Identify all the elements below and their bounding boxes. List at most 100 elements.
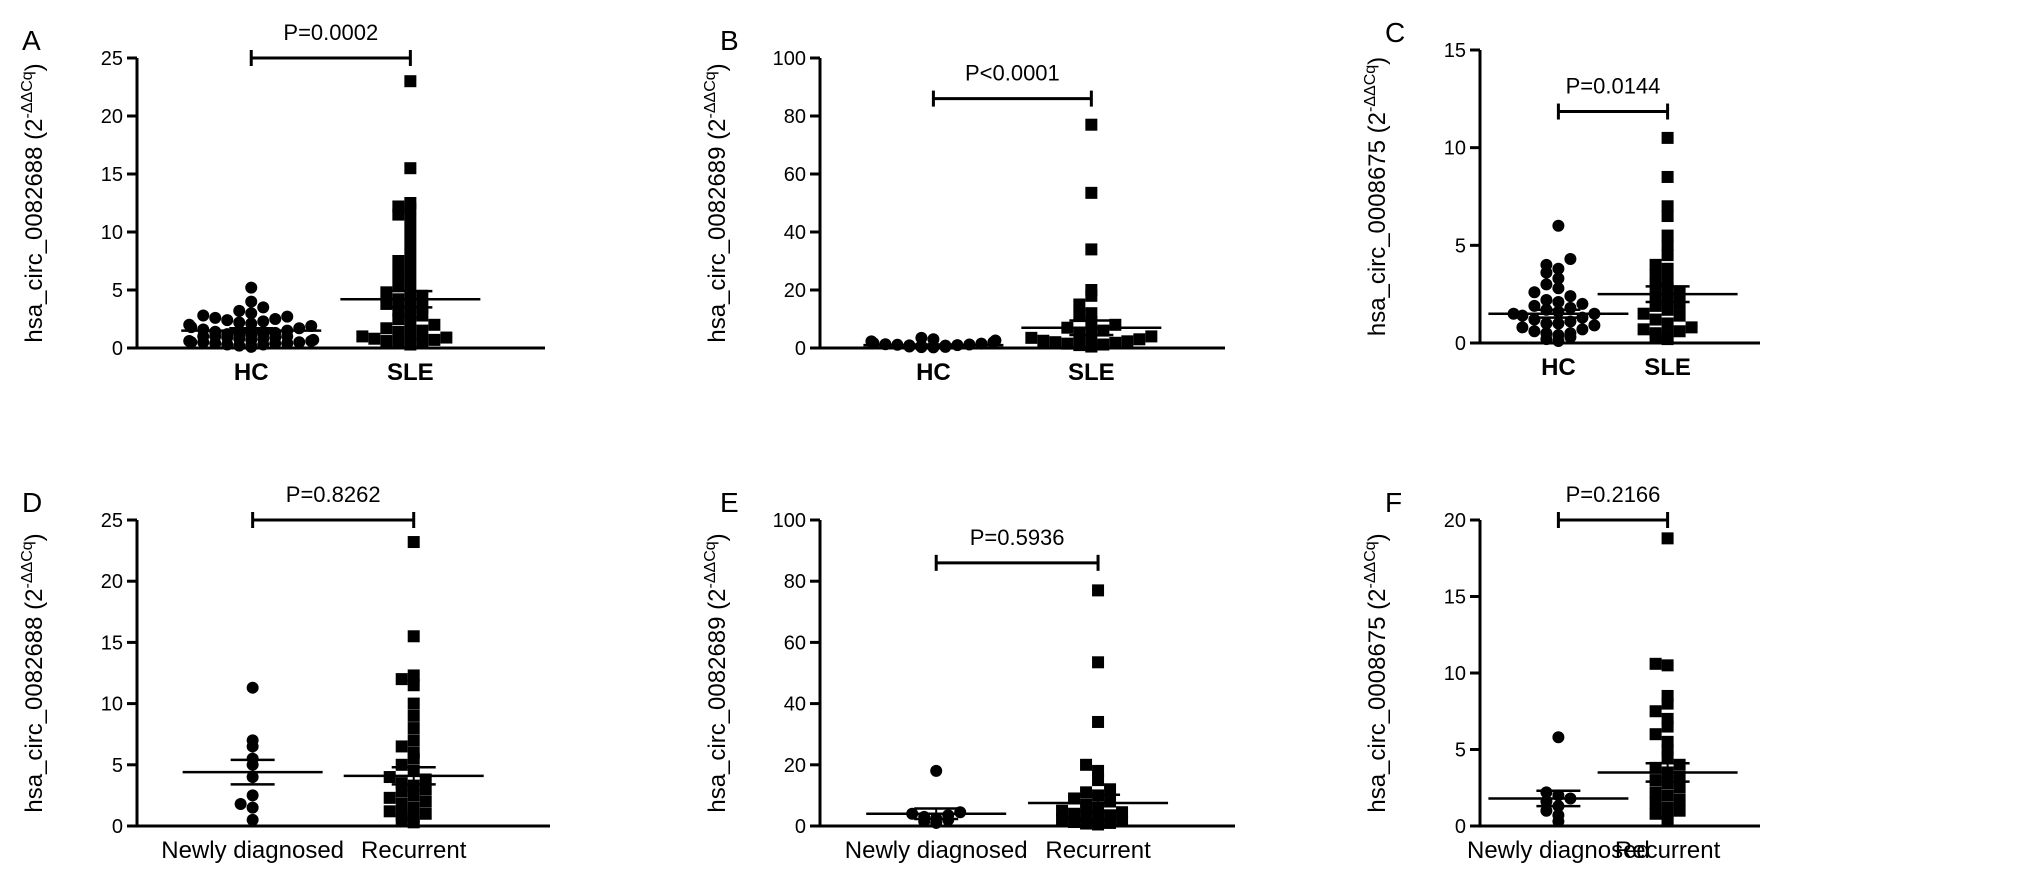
- data-point-circle: [197, 309, 210, 322]
- data-point-square: [1104, 783, 1117, 796]
- data-point-circle: [233, 304, 246, 317]
- data-point-square: [428, 333, 441, 346]
- y-tick-label: 20: [784, 755, 806, 777]
- data-point-circle: [269, 313, 282, 325]
- data-point-square: [440, 331, 453, 344]
- data-point-square: [1085, 307, 1098, 320]
- data-point-square: [1661, 210, 1674, 223]
- data-point-square: [1073, 339, 1086, 352]
- y-axis-title-close: ): [21, 533, 48, 541]
- data-point-square: [1649, 728, 1662, 741]
- data-point-circle: [1540, 278, 1553, 291]
- data-point-square: [1685, 321, 1698, 334]
- data-point-square: [1673, 325, 1686, 338]
- panel-letter: F: [1385, 487, 1402, 518]
- data-point-circle: [1576, 323, 1589, 336]
- data-point-square: [1673, 286, 1686, 299]
- data-point-circle: [233, 316, 246, 329]
- data-point-square: [1673, 793, 1686, 806]
- data-point-square: [395, 673, 408, 686]
- data-point-square: [407, 630, 420, 643]
- y-tick-label: 0: [112, 816, 123, 838]
- data-point-square: [1649, 705, 1662, 718]
- data-point-square: [1649, 313, 1662, 326]
- data-point-circle: [1564, 301, 1577, 314]
- panel-letter: D: [22, 487, 42, 518]
- data-point-circle: [246, 734, 259, 747]
- data-point-circle: [1516, 321, 1529, 334]
- data-point-circle: [1528, 325, 1541, 338]
- y-axis-title-superscript: -ΔΔCq: [19, 541, 36, 588]
- data-point-circle: [1540, 327, 1553, 340]
- data-point-square: [1104, 795, 1117, 808]
- data-point-square: [407, 746, 420, 759]
- y-tick-label: 80: [784, 571, 806, 593]
- x-category-label: Recurrent: [1045, 837, 1151, 864]
- data-point-circle: [1552, 809, 1565, 822]
- x-category-label: Newly diagnosed: [845, 837, 1028, 864]
- data-point-square: [1661, 317, 1674, 330]
- data-point-square: [1673, 781, 1686, 794]
- data-point-square: [1061, 337, 1074, 350]
- data-point-square: [395, 758, 408, 771]
- data-point-circle: [245, 281, 258, 294]
- data-point-square: [407, 734, 420, 747]
- data-point-circle: [221, 314, 234, 327]
- y-axis-title: hsa_circ_0082689 (2-ΔΔCq): [702, 533, 731, 812]
- data-point-circle: [1552, 329, 1565, 342]
- data-point-square: [1068, 807, 1081, 820]
- data-point-square: [416, 324, 429, 337]
- data-point-circle: [281, 310, 294, 323]
- data-point-square: [404, 226, 417, 238]
- data-point-square: [1649, 290, 1662, 303]
- x-category-label: HC: [1541, 354, 1576, 381]
- data-point-square: [407, 789, 420, 802]
- data-point-square: [383, 791, 396, 804]
- data-point-square: [1661, 789, 1674, 802]
- y-tick-label: 100: [773, 48, 806, 70]
- data-point-square: [1673, 297, 1686, 310]
- data-point-square: [1661, 239, 1674, 252]
- data-point-square: [1097, 338, 1110, 351]
- x-category-label: Recurrent: [1615, 837, 1721, 864]
- data-point-circle: [209, 311, 222, 324]
- y-axis-title-close: ): [1364, 57, 1391, 65]
- data-point-circle: [989, 334, 1002, 347]
- data-point-square: [1661, 170, 1674, 183]
- data-point-square: [1661, 801, 1674, 814]
- y-tick-label: 0: [1455, 816, 1466, 838]
- data-point-circle: [183, 318, 196, 331]
- data-point-square: [404, 307, 417, 320]
- data-point-square: [1085, 118, 1098, 131]
- y-tick-label: 40: [784, 222, 806, 244]
- y-axis-title-main: hsa_circ_0082688 (2: [21, 119, 48, 343]
- data-point-square: [404, 249, 417, 262]
- data-point-square: [1092, 715, 1105, 728]
- data-point-square: [395, 740, 408, 753]
- data-point-square: [1637, 323, 1650, 336]
- y-axis-title-main: hsa_circ_0082688 (2: [21, 589, 48, 813]
- data-point-square: [383, 805, 396, 818]
- data-point-square: [392, 325, 405, 338]
- y-tick-label: 15: [1444, 40, 1466, 62]
- data-point-square: [1661, 329, 1674, 342]
- x-category-label: SLE: [1644, 354, 1691, 381]
- y-axis-title: hsa_circ_0082688 (2-ΔΔCq): [19, 63, 48, 342]
- data-point-circle: [1552, 295, 1565, 308]
- data-point-circle: [915, 331, 928, 344]
- data-point-square: [404, 214, 417, 227]
- data-point-square: [356, 330, 369, 343]
- p-value-label: P=0.8262: [286, 482, 381, 507]
- y-tick-label: 20: [101, 106, 123, 128]
- data-point-circle: [257, 315, 270, 328]
- data-point-circle: [293, 322, 306, 335]
- y-tick-label: 60: [784, 164, 806, 186]
- y-tick-label: 25: [101, 48, 123, 70]
- data-point-circle: [1588, 319, 1601, 332]
- data-point-square: [1056, 813, 1069, 826]
- data-point-circle: [1564, 253, 1577, 266]
- y-tick-label: 0: [795, 338, 806, 360]
